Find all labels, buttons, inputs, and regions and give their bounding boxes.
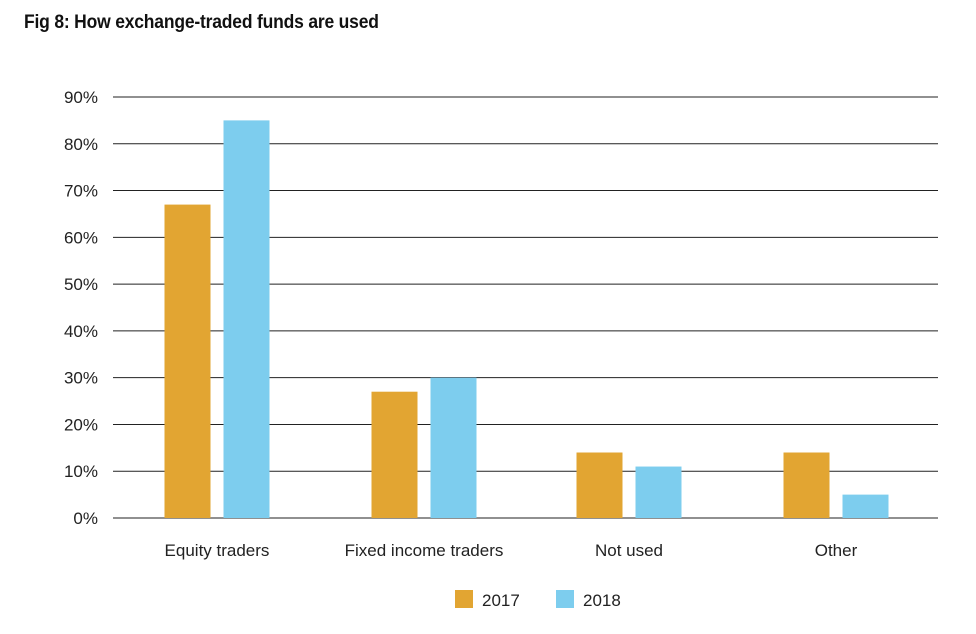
y-tick-label: 80% (64, 135, 98, 154)
y-tick-label: 30% (64, 369, 98, 388)
y-tick-label: 90% (64, 88, 98, 107)
y-tick-label: 20% (64, 415, 98, 434)
legend-swatch-2017 (455, 590, 473, 608)
bars (164, 120, 889, 519)
legend-swatch-2018 (556, 590, 574, 608)
bar-2018-other (842, 494, 889, 518)
bar-2018-equity-traders (223, 120, 270, 518)
bar-2017-equity-traders (164, 204, 211, 519)
y-tick-label: 70% (64, 182, 98, 201)
legend-label-2018: 2018 (583, 591, 621, 610)
category-label: Equity traders (165, 541, 270, 560)
legend-label-2017: 2017 (482, 591, 520, 610)
y-tick-label: 50% (64, 275, 98, 294)
x-axis-category-labels: Equity traders Fixed income traders Not us… (165, 541, 858, 560)
y-tick-label: 40% (64, 322, 98, 341)
bar-2017-not-used (576, 452, 623, 518)
chart-title: Fig 8: How exchange-traded funds are use… (24, 12, 379, 33)
y-tick-label: 0% (73, 509, 98, 528)
y-tick-label: 60% (64, 228, 98, 247)
legend: 2017 2018 (455, 590, 621, 610)
y-tick-label: 10% (64, 462, 98, 481)
bar-2018-fixed-income-traders (430, 377, 477, 518)
bar-2017-fixed-income-traders (371, 391, 418, 518)
bar-2018-not-used (635, 466, 682, 518)
category-label: Not used (595, 541, 663, 560)
category-label: Fixed income traders (345, 541, 504, 560)
category-label: Other (815, 541, 858, 560)
y-axis-tick-labels: 0% 10% 20% 30% 40% 50% 60% 70% 80% 90% (64, 88, 98, 528)
bar-2017-other (783, 452, 830, 518)
